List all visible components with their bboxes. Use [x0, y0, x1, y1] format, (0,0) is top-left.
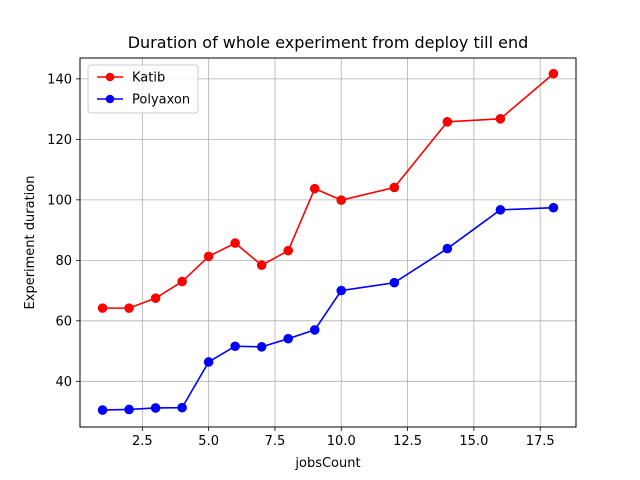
x-tick-label: 12.5 — [393, 434, 422, 449]
data-point — [389, 277, 400, 288]
grid — [80, 58, 576, 427]
data-point — [442, 243, 453, 254]
y-axis-label: Experiment duration — [23, 176, 38, 310]
series-group — [97, 68, 559, 415]
y-tick-label: 60 — [55, 314, 72, 329]
data-point — [124, 404, 134, 415]
data-point — [442, 117, 453, 127]
x-tick-label: 7.5 — [265, 434, 286, 449]
data-point — [203, 251, 214, 262]
series-line-katib — [102, 73, 554, 309]
legend: Katib Polyaxon — [87, 64, 199, 114]
x-tick-label: 5.0 — [198, 434, 219, 449]
axis-ticks: 2.5 5.0 7.5 10.0 12.5 15.0 17.5 40 60 80 100 120 140 — [47, 72, 554, 449]
plot-frame — [79, 57, 577, 428]
legend-item-katib: Katib — [97, 71, 165, 86]
data-point — [336, 285, 347, 296]
y-tick-label: 140 — [47, 72, 72, 87]
x-tick-label: 15.0 — [459, 434, 488, 449]
data-point — [150, 293, 161, 303]
data-point — [336, 195, 347, 205]
data-point — [548, 202, 559, 213]
chart-title: Duration of whole experiment from deploy… — [128, 33, 529, 52]
data-point — [177, 276, 187, 287]
legend-item-polyaxon: Polyaxon — [97, 93, 190, 108]
data-point — [203, 357, 214, 367]
x-tick-label: 2.5 — [132, 434, 153, 449]
y-tick-label: 100 — [47, 193, 72, 208]
legend-label: Katib — [132, 71, 165, 86]
data-point — [283, 245, 294, 256]
legend-label: Polyaxon — [132, 93, 190, 108]
data-point — [230, 238, 240, 248]
x-axis-label: jobsCount — [294, 456, 360, 471]
data-point — [495, 205, 506, 215]
data-point — [389, 182, 400, 193]
data-point — [256, 342, 267, 352]
y-tick-label: 80 — [55, 254, 72, 269]
data-point — [548, 68, 559, 79]
data-point — [256, 260, 267, 270]
data-point — [124, 303, 134, 313]
data-point — [97, 303, 108, 313]
data-point — [97, 405, 108, 415]
data-point — [309, 325, 320, 335]
data-point — [177, 402, 187, 413]
data-point — [230, 341, 240, 352]
data-point — [495, 113, 506, 124]
data-point — [150, 403, 161, 413]
data-point — [283, 333, 294, 344]
y-tick-label: 120 — [47, 133, 72, 148]
x-tick-label: 10.0 — [327, 434, 356, 449]
x-tick-label: 17.5 — [526, 434, 555, 449]
data-point — [309, 183, 320, 194]
legend-marker — [105, 72, 115, 82]
legend-marker — [105, 94, 115, 104]
series-polyaxon — [97, 202, 559, 415]
series-katib — [97, 68, 559, 313]
y-tick-label: 40 — [55, 375, 72, 390]
